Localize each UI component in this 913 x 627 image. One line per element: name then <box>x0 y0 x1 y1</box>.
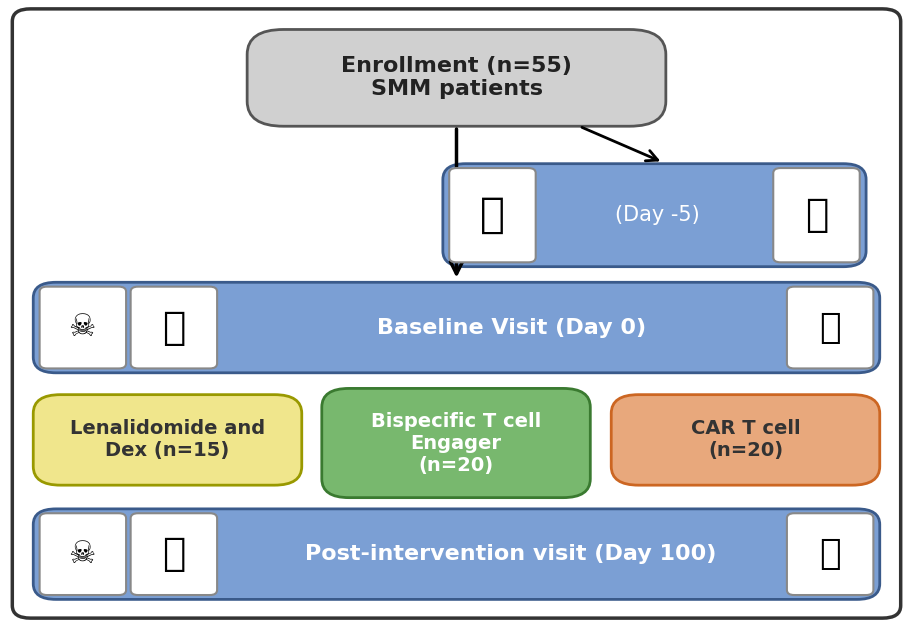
Text: 🩸: 🩸 <box>163 308 185 347</box>
Text: Post-intervention visit (Day 100): Post-intervention visit (Day 100) <box>306 544 717 564</box>
FancyBboxPatch shape <box>787 287 874 369</box>
Text: Enrollment (n=55)
SMM patients: Enrollment (n=55) SMM patients <box>341 56 572 100</box>
FancyBboxPatch shape <box>33 282 880 373</box>
Text: 🩸: 🩸 <box>163 535 185 573</box>
Text: ☠️: ☠️ <box>69 540 97 569</box>
FancyBboxPatch shape <box>33 394 302 485</box>
FancyBboxPatch shape <box>39 287 126 369</box>
FancyBboxPatch shape <box>773 168 860 262</box>
FancyBboxPatch shape <box>247 29 666 126</box>
FancyBboxPatch shape <box>611 394 880 485</box>
Text: 🩸: 🩸 <box>480 194 505 236</box>
FancyBboxPatch shape <box>131 514 217 595</box>
FancyBboxPatch shape <box>131 287 217 369</box>
Text: (Day -5): (Day -5) <box>615 205 700 225</box>
Text: 💩: 💩 <box>804 196 828 234</box>
FancyBboxPatch shape <box>449 168 536 262</box>
Text: ☠️: ☠️ <box>69 313 97 342</box>
Text: Bispecific T cell
Engager
(n=20): Bispecific T cell Engager (n=20) <box>371 411 541 475</box>
Text: Lenalidomide and
Dex (n=15): Lenalidomide and Dex (n=15) <box>70 419 265 460</box>
Text: CAR T cell
(n=20): CAR T cell (n=20) <box>690 419 801 460</box>
Text: Baseline Visit (Day 0): Baseline Visit (Day 0) <box>376 317 645 337</box>
FancyBboxPatch shape <box>33 509 880 599</box>
Text: 💩: 💩 <box>819 310 841 345</box>
FancyBboxPatch shape <box>321 388 591 498</box>
Text: 💩: 💩 <box>819 537 841 571</box>
FancyBboxPatch shape <box>443 164 866 266</box>
FancyBboxPatch shape <box>39 514 126 595</box>
FancyBboxPatch shape <box>787 514 874 595</box>
